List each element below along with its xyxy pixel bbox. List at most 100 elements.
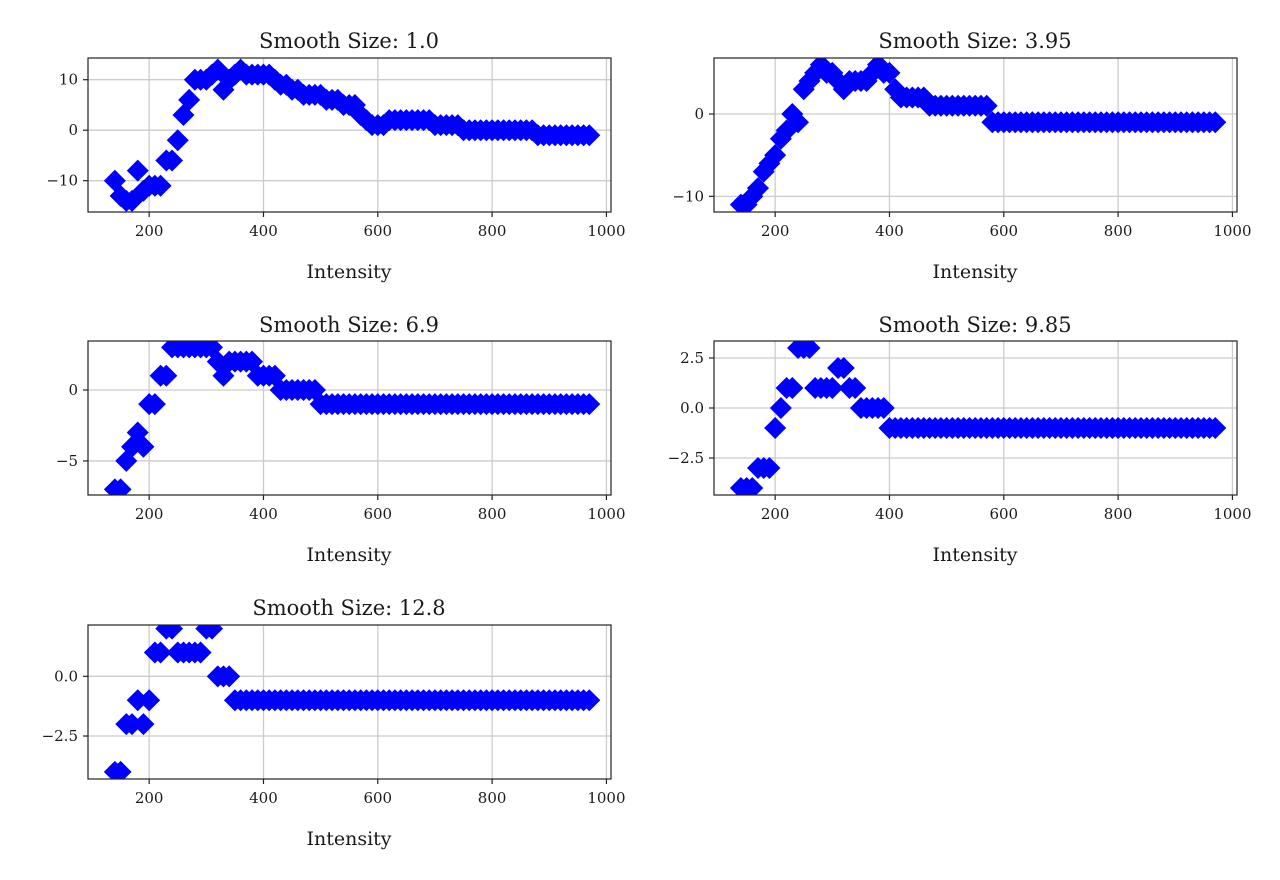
axes-frame	[713, 340, 1238, 496]
x-tick-label: 200	[761, 222, 790, 240]
x-tick-label: 200	[761, 505, 790, 523]
data-point	[149, 174, 172, 197]
x-tick-label: 400	[875, 222, 904, 240]
x-axis-label: Intensity	[932, 544, 1017, 566]
data-point	[155, 364, 178, 387]
data-series	[729, 341, 1227, 495]
data-point	[735, 193, 758, 212]
axes-frame	[87, 340, 612, 496]
x-tick-label: 800	[1104, 505, 1133, 523]
data-point	[844, 377, 867, 399]
y-tick-label: 0	[694, 105, 704, 123]
data-point	[218, 665, 241, 688]
y-tick-label: 0.0	[54, 667, 78, 685]
data-point	[832, 357, 855, 379]
data-series	[729, 58, 1227, 212]
data-point	[747, 177, 770, 200]
x-axis-label: Intensity	[306, 828, 391, 850]
axes-frame	[713, 57, 1238, 213]
x-axis-label: Intensity	[932, 261, 1017, 283]
data-point	[109, 760, 132, 779]
data-series	[103, 625, 601, 779]
y-tick-label: −2.5	[668, 449, 704, 467]
x-tick-label: 400	[249, 789, 278, 807]
y-tick-label: 10	[59, 71, 78, 89]
axes-frame	[87, 624, 612, 780]
data-point	[149, 641, 172, 664]
chart-title: Smooth Size: 1.0	[259, 29, 439, 53]
data-series	[103, 341, 601, 495]
data-point	[769, 397, 792, 419]
x-tick-label: 1000	[587, 505, 625, 523]
data-point	[578, 124, 601, 147]
x-tick-label: 200	[135, 505, 164, 523]
data-point	[189, 641, 212, 664]
data-point	[1204, 417, 1227, 439]
chart-title: Smooth Size: 3.95	[878, 29, 1071, 53]
subplot-3: Smooth Size: 6.9 Intensity 200 400 600 800 1…	[56, 313, 626, 566]
y-tick-label: −5	[56, 452, 78, 470]
x-tick-label: 1000	[1213, 222, 1251, 240]
x-tick-label: 800	[1104, 222, 1133, 240]
x-axis-label: Intensity	[306, 544, 391, 566]
x-tick-label: 400	[249, 222, 278, 240]
data-point	[578, 393, 601, 416]
data-point	[161, 625, 184, 640]
data-point	[787, 111, 810, 134]
y-tick-label: −2.5	[42, 727, 78, 745]
x-tick-label: 600	[989, 222, 1018, 240]
data-point	[758, 457, 781, 479]
data-point	[132, 713, 155, 736]
subplot-2: Smooth Size: 3.95 Intensity 200 400 600 800…	[672, 29, 1251, 283]
x-tick-label: 400	[875, 505, 904, 523]
data-point	[121, 713, 144, 736]
data-point	[798, 341, 821, 359]
x-tick-label: 600	[363, 505, 392, 523]
x-axis-label: Intensity	[306, 261, 391, 283]
data-point	[975, 94, 998, 117]
x-tick-label: 400	[249, 505, 278, 523]
y-tick-label: 0	[68, 381, 78, 399]
data-point	[161, 149, 184, 172]
data-point	[1204, 111, 1227, 134]
chart-title: Smooth Size: 9.85	[878, 313, 1071, 337]
x-tick-label: 800	[478, 222, 507, 240]
axes-frame	[87, 57, 612, 213]
data-point	[132, 435, 155, 458]
subplot-1: Smooth Size: 1.0 Intensity 200 400 600 800 1…	[46, 29, 625, 283]
data-point	[201, 341, 224, 359]
y-tick-label: −10	[672, 187, 704, 205]
y-tick-label: 2.5	[680, 349, 704, 367]
x-tick-label: 600	[989, 505, 1018, 523]
data-series	[103, 58, 601, 212]
data-point	[741, 477, 764, 495]
data-point	[126, 159, 149, 182]
subplot-5: Smooth Size: 12.8 Intensity 200 400 600 800…	[42, 596, 626, 850]
data-point	[138, 689, 161, 712]
x-tick-label: 800	[478, 505, 507, 523]
x-tick-label: 1000	[587, 222, 625, 240]
data-point	[578, 689, 601, 712]
data-point	[764, 417, 787, 439]
data-point	[764, 144, 787, 167]
y-tick-label: −10	[46, 172, 78, 190]
x-tick-label: 1000	[587, 789, 625, 807]
x-tick-label: 800	[478, 789, 507, 807]
data-point	[201, 625, 224, 640]
data-point	[878, 61, 901, 84]
data-point	[126, 689, 149, 712]
subplot-4: Smooth Size: 9.85 Intensity 200 400 600 800…	[668, 313, 1252, 566]
y-tick-label: 0.0	[680, 399, 704, 417]
data-point	[781, 377, 804, 399]
x-tick-label: 1000	[1213, 505, 1251, 523]
data-point	[178, 88, 201, 111]
y-tick-label: 0	[68, 121, 78, 139]
data-point	[109, 478, 132, 495]
chart-title: Smooth Size: 6.9	[259, 313, 439, 337]
x-tick-label: 600	[363, 789, 392, 807]
x-tick-label: 200	[135, 789, 164, 807]
chart-title: Smooth Size: 12.8	[252, 596, 445, 620]
data-point	[872, 397, 895, 419]
x-tick-label: 200	[135, 222, 164, 240]
